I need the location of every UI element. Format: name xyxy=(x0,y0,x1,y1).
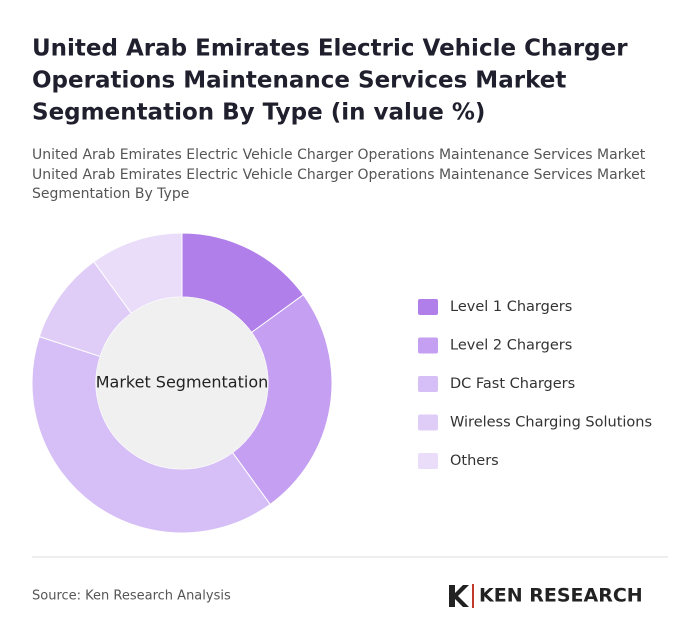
legend-label: DC Fast Chargers xyxy=(450,376,575,392)
legend-swatch xyxy=(418,414,438,431)
brand: KEN RESEARCH xyxy=(479,585,643,607)
legend-swatch xyxy=(418,376,438,392)
chart-title: Operations Maintenance Services Market xyxy=(32,68,566,94)
donut-hole xyxy=(96,297,268,469)
chart-title: United Arab Emirates Electric Vehicle Ch… xyxy=(32,36,628,62)
logo-icon xyxy=(449,585,469,607)
subtitle: Segmentation By Type xyxy=(32,186,189,202)
center-label: Market Segmentation xyxy=(96,373,269,392)
subtitle: United Arab Emirates Electric Vehicle Ch… xyxy=(32,147,646,163)
legend-swatch xyxy=(418,337,438,354)
source: Source: Ken Research Analysis xyxy=(32,589,231,604)
chart-title: Segmentation By Type (in value %) xyxy=(32,100,485,126)
legend-swatch xyxy=(418,453,438,469)
legend-label: Wireless Charging Solutions xyxy=(450,415,652,431)
subtitle: United Arab Emirates Electric Vehicle Ch… xyxy=(32,167,646,183)
legend-label: Level 2 Chargers xyxy=(450,338,572,354)
legend-label: Others xyxy=(450,453,499,469)
logo: KEN RESEARCH xyxy=(449,584,643,608)
legend-label: Level 1 Chargers xyxy=(450,299,572,315)
legend-swatch xyxy=(418,299,438,315)
